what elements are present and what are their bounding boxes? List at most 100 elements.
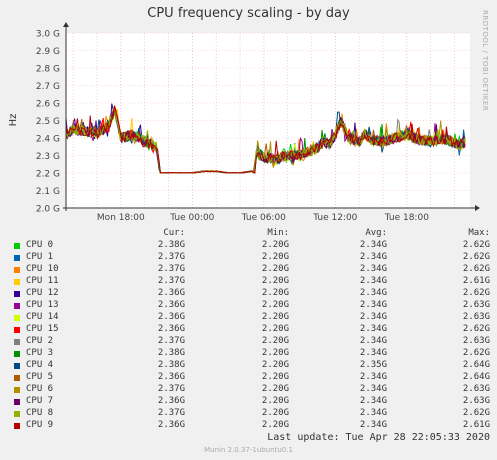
legend-min: 2.20G — [261, 264, 289, 274]
legend-cur: 2.38G — [157, 240, 185, 250]
legend-series-name: CPU 2 — [26, 336, 54, 346]
last-update: Last update: Tue Apr 28 22:05:33 2020 — [267, 432, 490, 443]
legend-swatch — [14, 267, 20, 273]
legend-max: 2.62G — [462, 324, 490, 334]
legend-series-name: CPU 1 — [26, 252, 54, 262]
legend-min: 2.20G — [261, 252, 289, 262]
legend-avg: 2.34G — [359, 252, 387, 262]
y-tick-label: 2.1 G — [36, 187, 60, 197]
legend-swatch — [14, 399, 20, 405]
legend-cur: 2.37G — [157, 252, 185, 262]
legend-series-name: CPU 7 — [26, 396, 54, 406]
header-avg: Avg: — [365, 228, 387, 238]
legend-series-name: CPU 13 — [26, 300, 59, 310]
legend-avg: 2.34G — [359, 300, 387, 310]
y-tick-label: 3.0 G — [36, 30, 60, 40]
legend-row: CPU 0 2.38G 2.20G 2.34G 2.62G — [12, 240, 490, 252]
legend-row: CPU 5 2.36G 2.20G 2.34G 2.64G — [12, 372, 490, 384]
legend-row: CPU 13 2.36G 2.20G 2.34G 2.63G — [12, 300, 490, 312]
legend-row: CPU 7 2.36G 2.20G 2.34G 2.63G — [12, 396, 490, 408]
legend-min: 2.20G — [261, 336, 289, 346]
x-tick-label: Tue 18:00 — [384, 213, 429, 223]
legend-min: 2.20G — [261, 420, 289, 430]
legend-cur: 2.37G — [157, 264, 185, 274]
legend-avg: 2.34G — [359, 288, 387, 298]
legend-avg: 2.34G — [359, 240, 387, 250]
legend-avg: 2.34G — [359, 372, 387, 382]
legend-max: 2.63G — [462, 312, 490, 322]
legend-series-name: CPU 6 — [26, 384, 54, 394]
legend-row: CPU 6 2.37G 2.20G 2.34G 2.63G — [12, 384, 490, 396]
legend-avg: 2.34G — [359, 276, 387, 286]
legend-cur: 2.36G — [157, 420, 185, 430]
legend-min: 2.20G — [261, 276, 289, 286]
legend-row: CPU 12 2.36G 2.20G 2.34G 2.62G — [12, 288, 490, 300]
legend-max: 2.62G — [462, 264, 490, 274]
legend-row: CPU 11 2.37G 2.20G 2.34G 2.61G — [12, 276, 490, 288]
x-axis-ticks: Mon 18:00 Tue 00:00 Tue 06:00 Tue 12:00 Tue … — [97, 213, 429, 223]
y-axis-ticks: 2.0 G 2.1 G 2.2 G 2.3 G 2.4 G 2.5 G 2.6 G 2.7 G… — [36, 30, 60, 215]
frequency-chart: 2.0 G 2.1 G 2.2 G 2.3 G 2.4 G 2.5 G 2.6 G 2.7 G… — [8, 22, 480, 223]
legend-row: CPU 10 2.37G 2.20G 2.34G 2.62G — [12, 264, 490, 276]
legend-row: CPU 8 2.37G 2.20G 2.34G 2.62G — [12, 408, 490, 420]
legend-avg: 2.34G — [359, 384, 387, 394]
legend-series-name: CPU 14 — [26, 312, 59, 322]
rrdtool-credit: RRDTOOL / TOBI OETIKER — [481, 10, 489, 112]
legend-swatch — [14, 339, 20, 345]
legend-cur: 2.36G — [157, 288, 185, 298]
legend-series-name: CPU 3 — [26, 348, 54, 358]
series-lines — [65, 103, 466, 174]
axes — [63, 22, 480, 211]
legend-avg: 2.34G — [359, 396, 387, 406]
legend-max: 2.63G — [462, 396, 490, 406]
legend-cur: 2.36G — [157, 324, 185, 334]
legend-avg: 2.34G — [359, 420, 387, 430]
legend-series-name: CPU 0 — [26, 240, 54, 250]
legend-avg: 2.35G — [359, 360, 387, 370]
x-tick-label: Mon 18:00 — [97, 213, 145, 223]
legend-row: CPU 2 2.37G 2.20G 2.34G 2.63G — [12, 336, 490, 348]
legend-swatch — [14, 387, 20, 393]
legend-avg: 2.34G — [359, 408, 387, 418]
x-axis-arrow — [475, 205, 480, 211]
legend-max: 2.63G — [462, 300, 490, 310]
legend-series-name: CPU 8 — [26, 408, 54, 418]
legend-max: 2.62G — [462, 408, 490, 418]
y-tick-label: 2.0 G — [36, 205, 60, 215]
y-tick-label: 2.2 G — [36, 170, 60, 180]
legend-cur: 2.38G — [157, 348, 185, 358]
legend-swatch — [14, 363, 20, 369]
y-tick-label: 2.8 G — [36, 65, 60, 75]
legend-series-name: CPU 11 — [26, 276, 59, 286]
legend-cur: 2.37G — [157, 276, 185, 286]
legend-min: 2.20G — [261, 300, 289, 310]
header-cur: Cur: — [163, 228, 185, 238]
legend-cur: 2.36G — [157, 312, 185, 322]
y-tick-label: 2.9 G — [36, 47, 60, 57]
legend-row: CPU 9 2.36G 2.20G 2.34G 2.61G — [12, 420, 490, 432]
munin-version: Munin 2.0.37-1ubuntu0.1 — [204, 446, 293, 454]
legend-avg: 2.34G — [359, 324, 387, 334]
legend-swatch — [14, 279, 20, 285]
legend-max: 2.61G — [462, 276, 490, 286]
y-tick-label: 2.6 G — [36, 100, 60, 110]
legend-swatch — [14, 291, 20, 297]
legend-cur: 2.37G — [157, 408, 185, 418]
legend-min: 2.20G — [261, 240, 289, 250]
y-tick-label: 2.5 G — [36, 117, 60, 127]
legend-swatch — [14, 243, 20, 249]
legend-cur: 2.37G — [157, 336, 185, 346]
legend-max: 2.62G — [462, 240, 490, 250]
chart-title: CPU frequency scaling - by day — [147, 6, 350, 21]
y-tick-label: 2.3 G — [36, 152, 60, 162]
x-tick-label: Tue 00:00 — [169, 213, 214, 223]
legend-min: 2.20G — [261, 372, 289, 382]
legend-max: 2.63G — [462, 336, 490, 346]
legend-avg: 2.34G — [359, 348, 387, 358]
y-tick-label: 2.4 G — [36, 135, 60, 145]
legend-row: CPU 14 2.36G 2.20G 2.34G 2.63G — [12, 312, 490, 324]
legend-series-name: CPU 9 — [26, 420, 54, 430]
x-tick-label: Tue 12:00 — [312, 213, 357, 223]
legend-series-name: CPU 12 — [26, 288, 59, 298]
y-axis-arrow — [63, 22, 69, 27]
